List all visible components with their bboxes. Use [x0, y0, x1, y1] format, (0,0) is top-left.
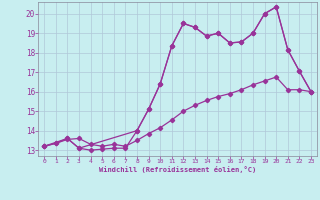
X-axis label: Windchill (Refroidissement éolien,°C): Windchill (Refroidissement éolien,°C)	[99, 166, 256, 173]
